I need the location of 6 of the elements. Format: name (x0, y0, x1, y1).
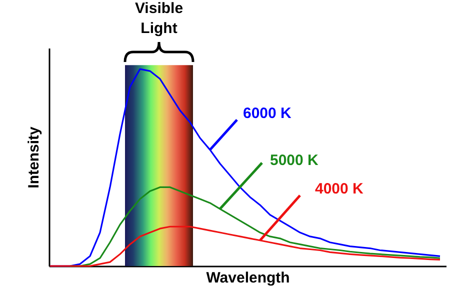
text: Visible Light (134, 0, 184, 37)
y-axis-title: Intensity (26, 126, 42, 188)
text: 4000 K (315, 180, 364, 198)
x-axis-title: Wavelength (206, 270, 290, 286)
text: 5000 K (270, 152, 319, 169)
text: 6000 K (243, 104, 292, 122)
